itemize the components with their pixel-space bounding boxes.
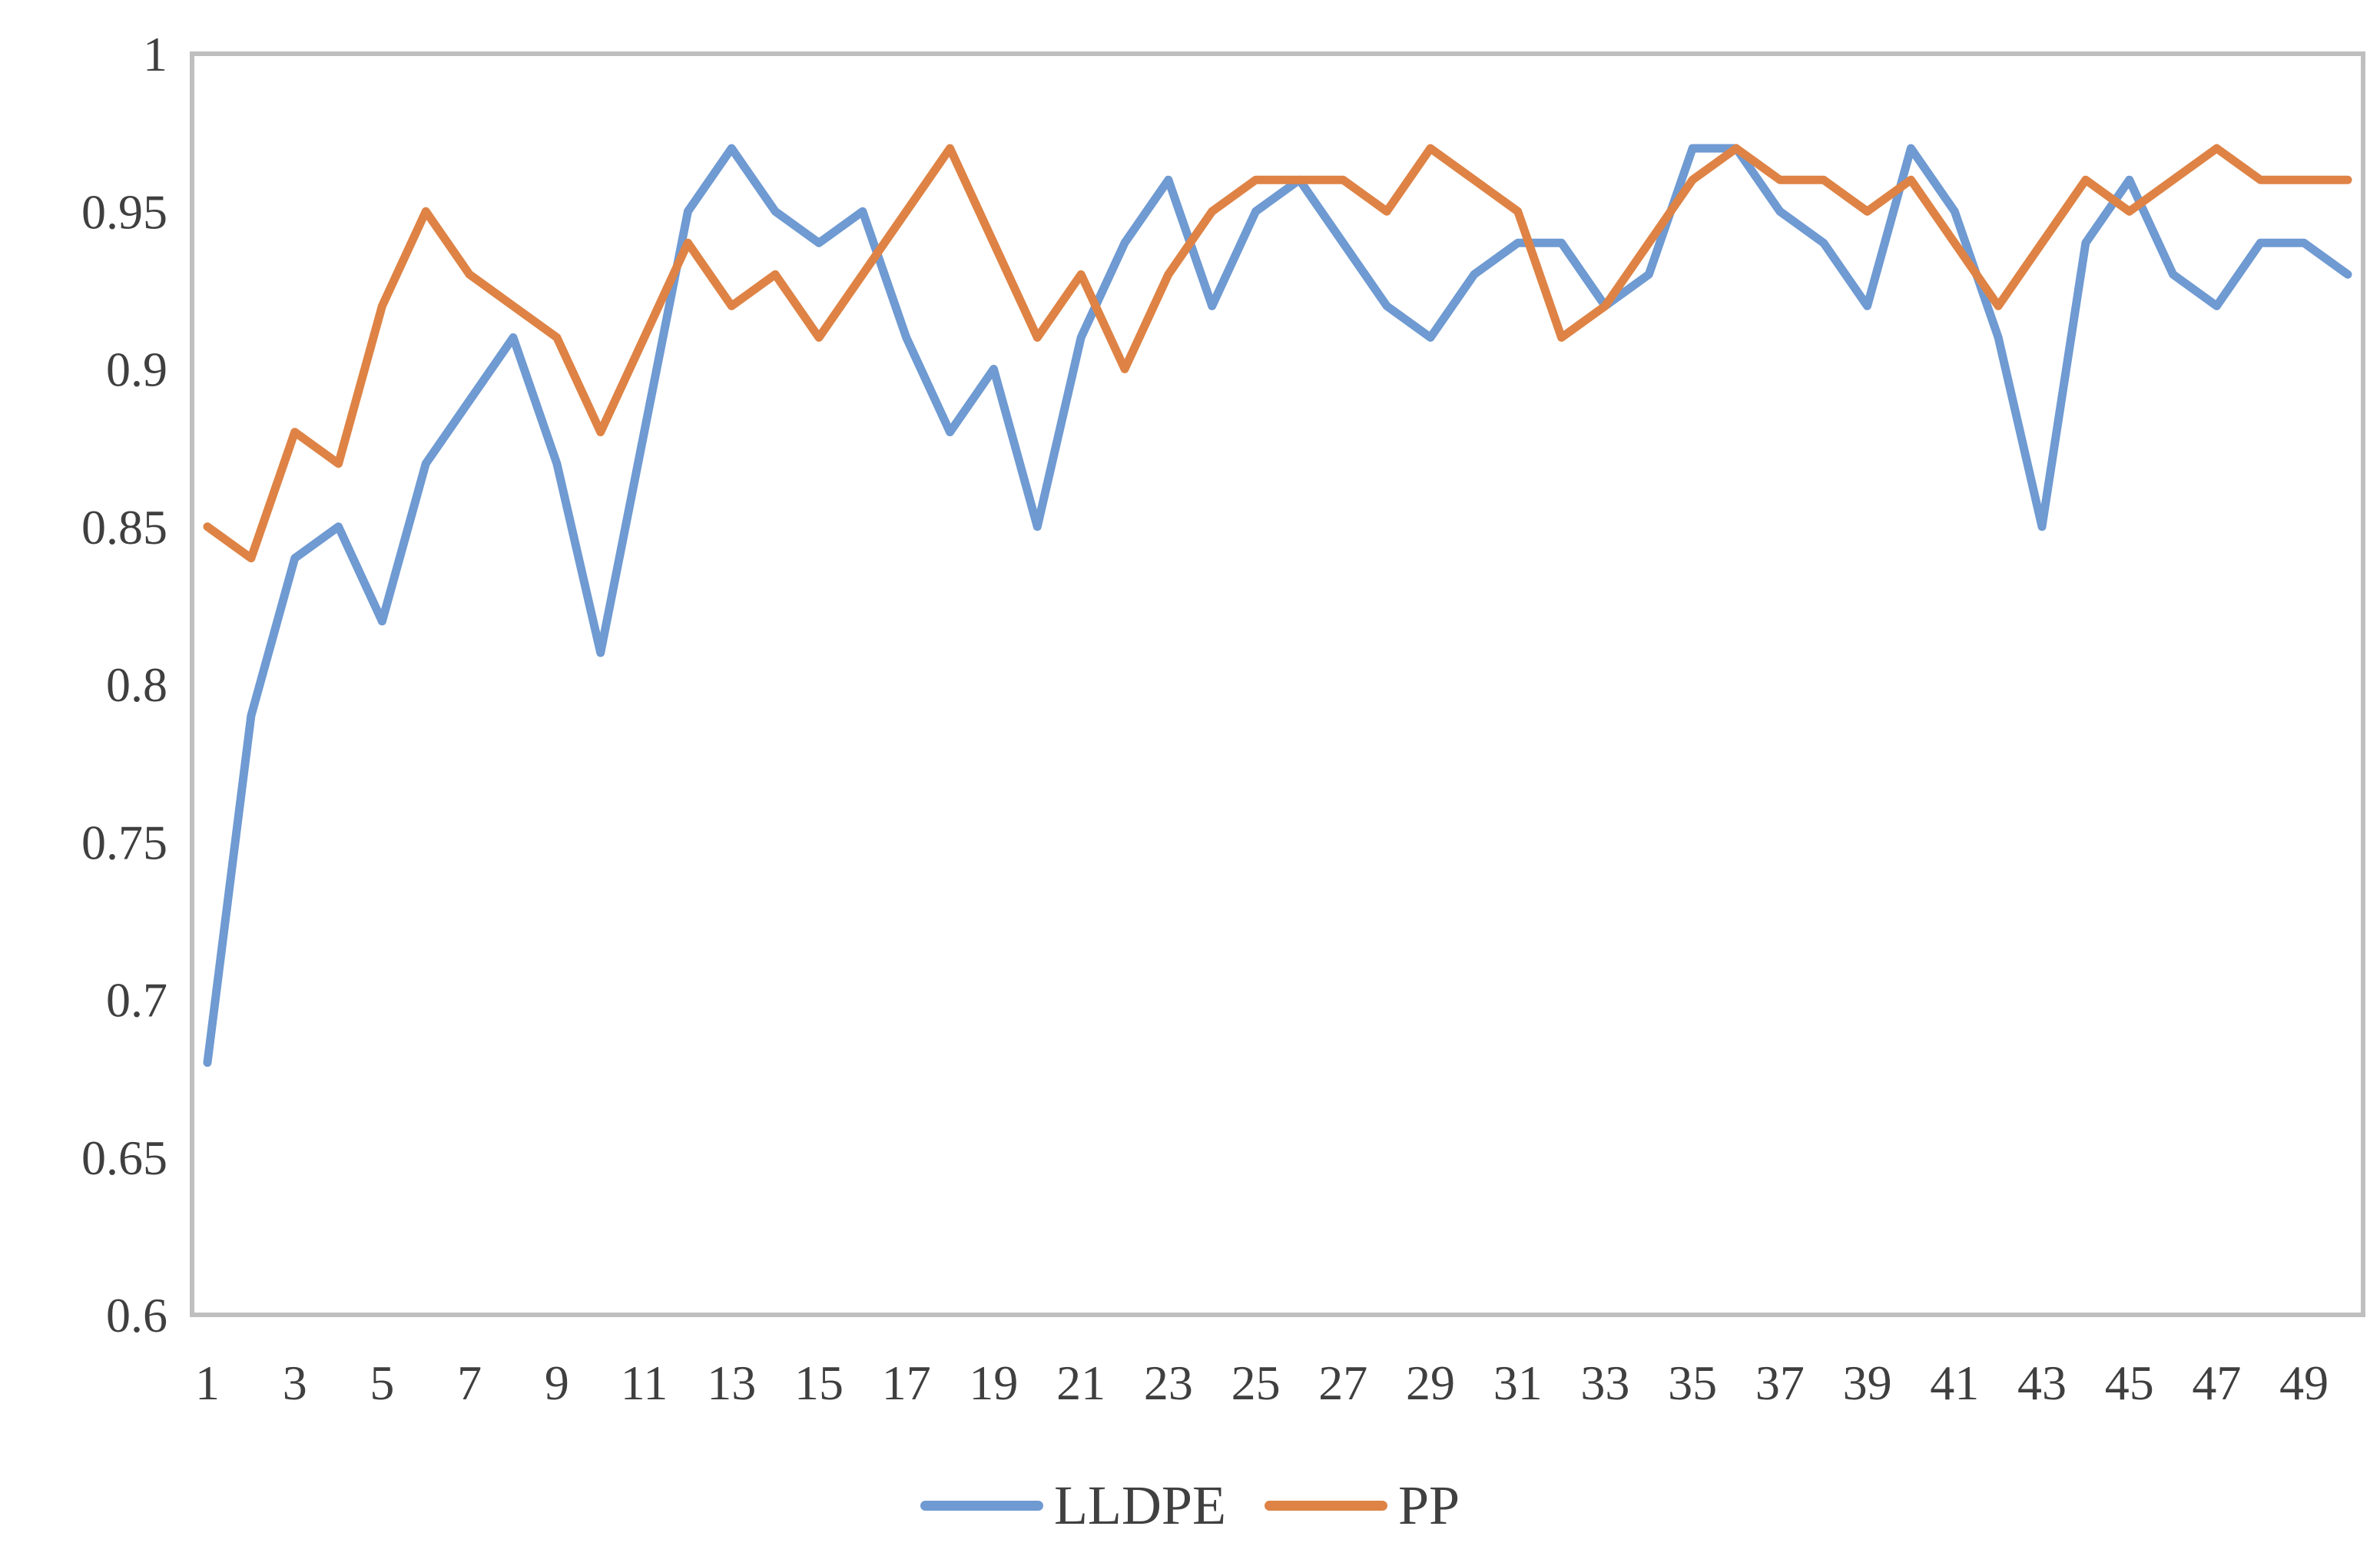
y-tick-label: 0.9 xyxy=(106,343,167,397)
x-tick-label: 43 xyxy=(2017,1356,2067,1410)
pp-line-swatch xyxy=(1264,1500,1387,1511)
x-tick-label: 25 xyxy=(1231,1356,1281,1410)
x-tick-label: 35 xyxy=(1668,1356,1717,1410)
y-tick-label: 0.95 xyxy=(81,184,167,239)
legend-label-pp: PP xyxy=(1397,1475,1460,1536)
x-tick-label: 29 xyxy=(1406,1356,1455,1410)
x-tick-label: 15 xyxy=(794,1356,844,1410)
series-line-lldpe xyxy=(203,144,2352,1068)
x-tick-label: 47 xyxy=(2192,1356,2241,1410)
x-tick-label: 37 xyxy=(1755,1356,1805,1410)
x-tick-label: 9 xyxy=(545,1356,569,1410)
chart-legend: LLDPE PP xyxy=(0,1463,2380,1548)
x-tick-label: 7 xyxy=(457,1356,482,1410)
y-axis-tick-labels: 1 0.95 0.9 0.85 0.8 0.75 0.7 0.65 0.6 xyxy=(81,27,167,1342)
x-tick-label: 5 xyxy=(370,1356,394,1410)
lldpe-line-swatch xyxy=(920,1500,1043,1511)
x-tick-label: 19 xyxy=(969,1356,1018,1410)
y-tick-label: 0.7 xyxy=(106,973,167,1028)
y-tick-label: 0.8 xyxy=(106,657,167,712)
x-tick-label: 3 xyxy=(283,1356,307,1410)
x-tick-label: 23 xyxy=(1144,1356,1193,1410)
x-tick-label: 1 xyxy=(195,1356,220,1410)
x-tick-label: 31 xyxy=(1493,1356,1543,1410)
x-tick-label: 11 xyxy=(621,1356,668,1410)
y-tick-label: 0.65 xyxy=(81,1131,167,1185)
legend-label-lldpe: LLDPE xyxy=(1053,1475,1226,1536)
y-tick-label: 1 xyxy=(143,27,167,81)
x-tick-label: 39 xyxy=(1843,1356,1892,1410)
plot-border xyxy=(190,51,2365,1317)
x-axis-tick-labels: 1 3 5 7 9 11 13 15 17 19 21 23 25 27 29 31 33 35 37 39 41 43 4… xyxy=(195,1356,2329,1410)
x-tick-label: 27 xyxy=(1318,1356,1367,1410)
x-tick-label: 41 xyxy=(1930,1356,1979,1410)
y-tick-label: 0.6 xyxy=(106,1288,167,1342)
x-tick-label: 13 xyxy=(707,1356,756,1410)
y-tick-label: 0.75 xyxy=(81,815,167,869)
x-tick-label: 49 xyxy=(2279,1356,2329,1410)
x-tick-label: 17 xyxy=(882,1356,931,1410)
y-tick-label: 0.85 xyxy=(81,500,167,555)
legend-item-lldpe: LLDPE xyxy=(920,1478,1226,1533)
series-line-pp xyxy=(203,144,2352,563)
legend-item-pp: PP xyxy=(1264,1475,1460,1536)
data-series-lines xyxy=(203,144,2352,1068)
x-tick-label: 45 xyxy=(2105,1356,2154,1410)
x-tick-label: 21 xyxy=(1056,1356,1105,1410)
x-tick-label: 33 xyxy=(1580,1356,1629,1410)
